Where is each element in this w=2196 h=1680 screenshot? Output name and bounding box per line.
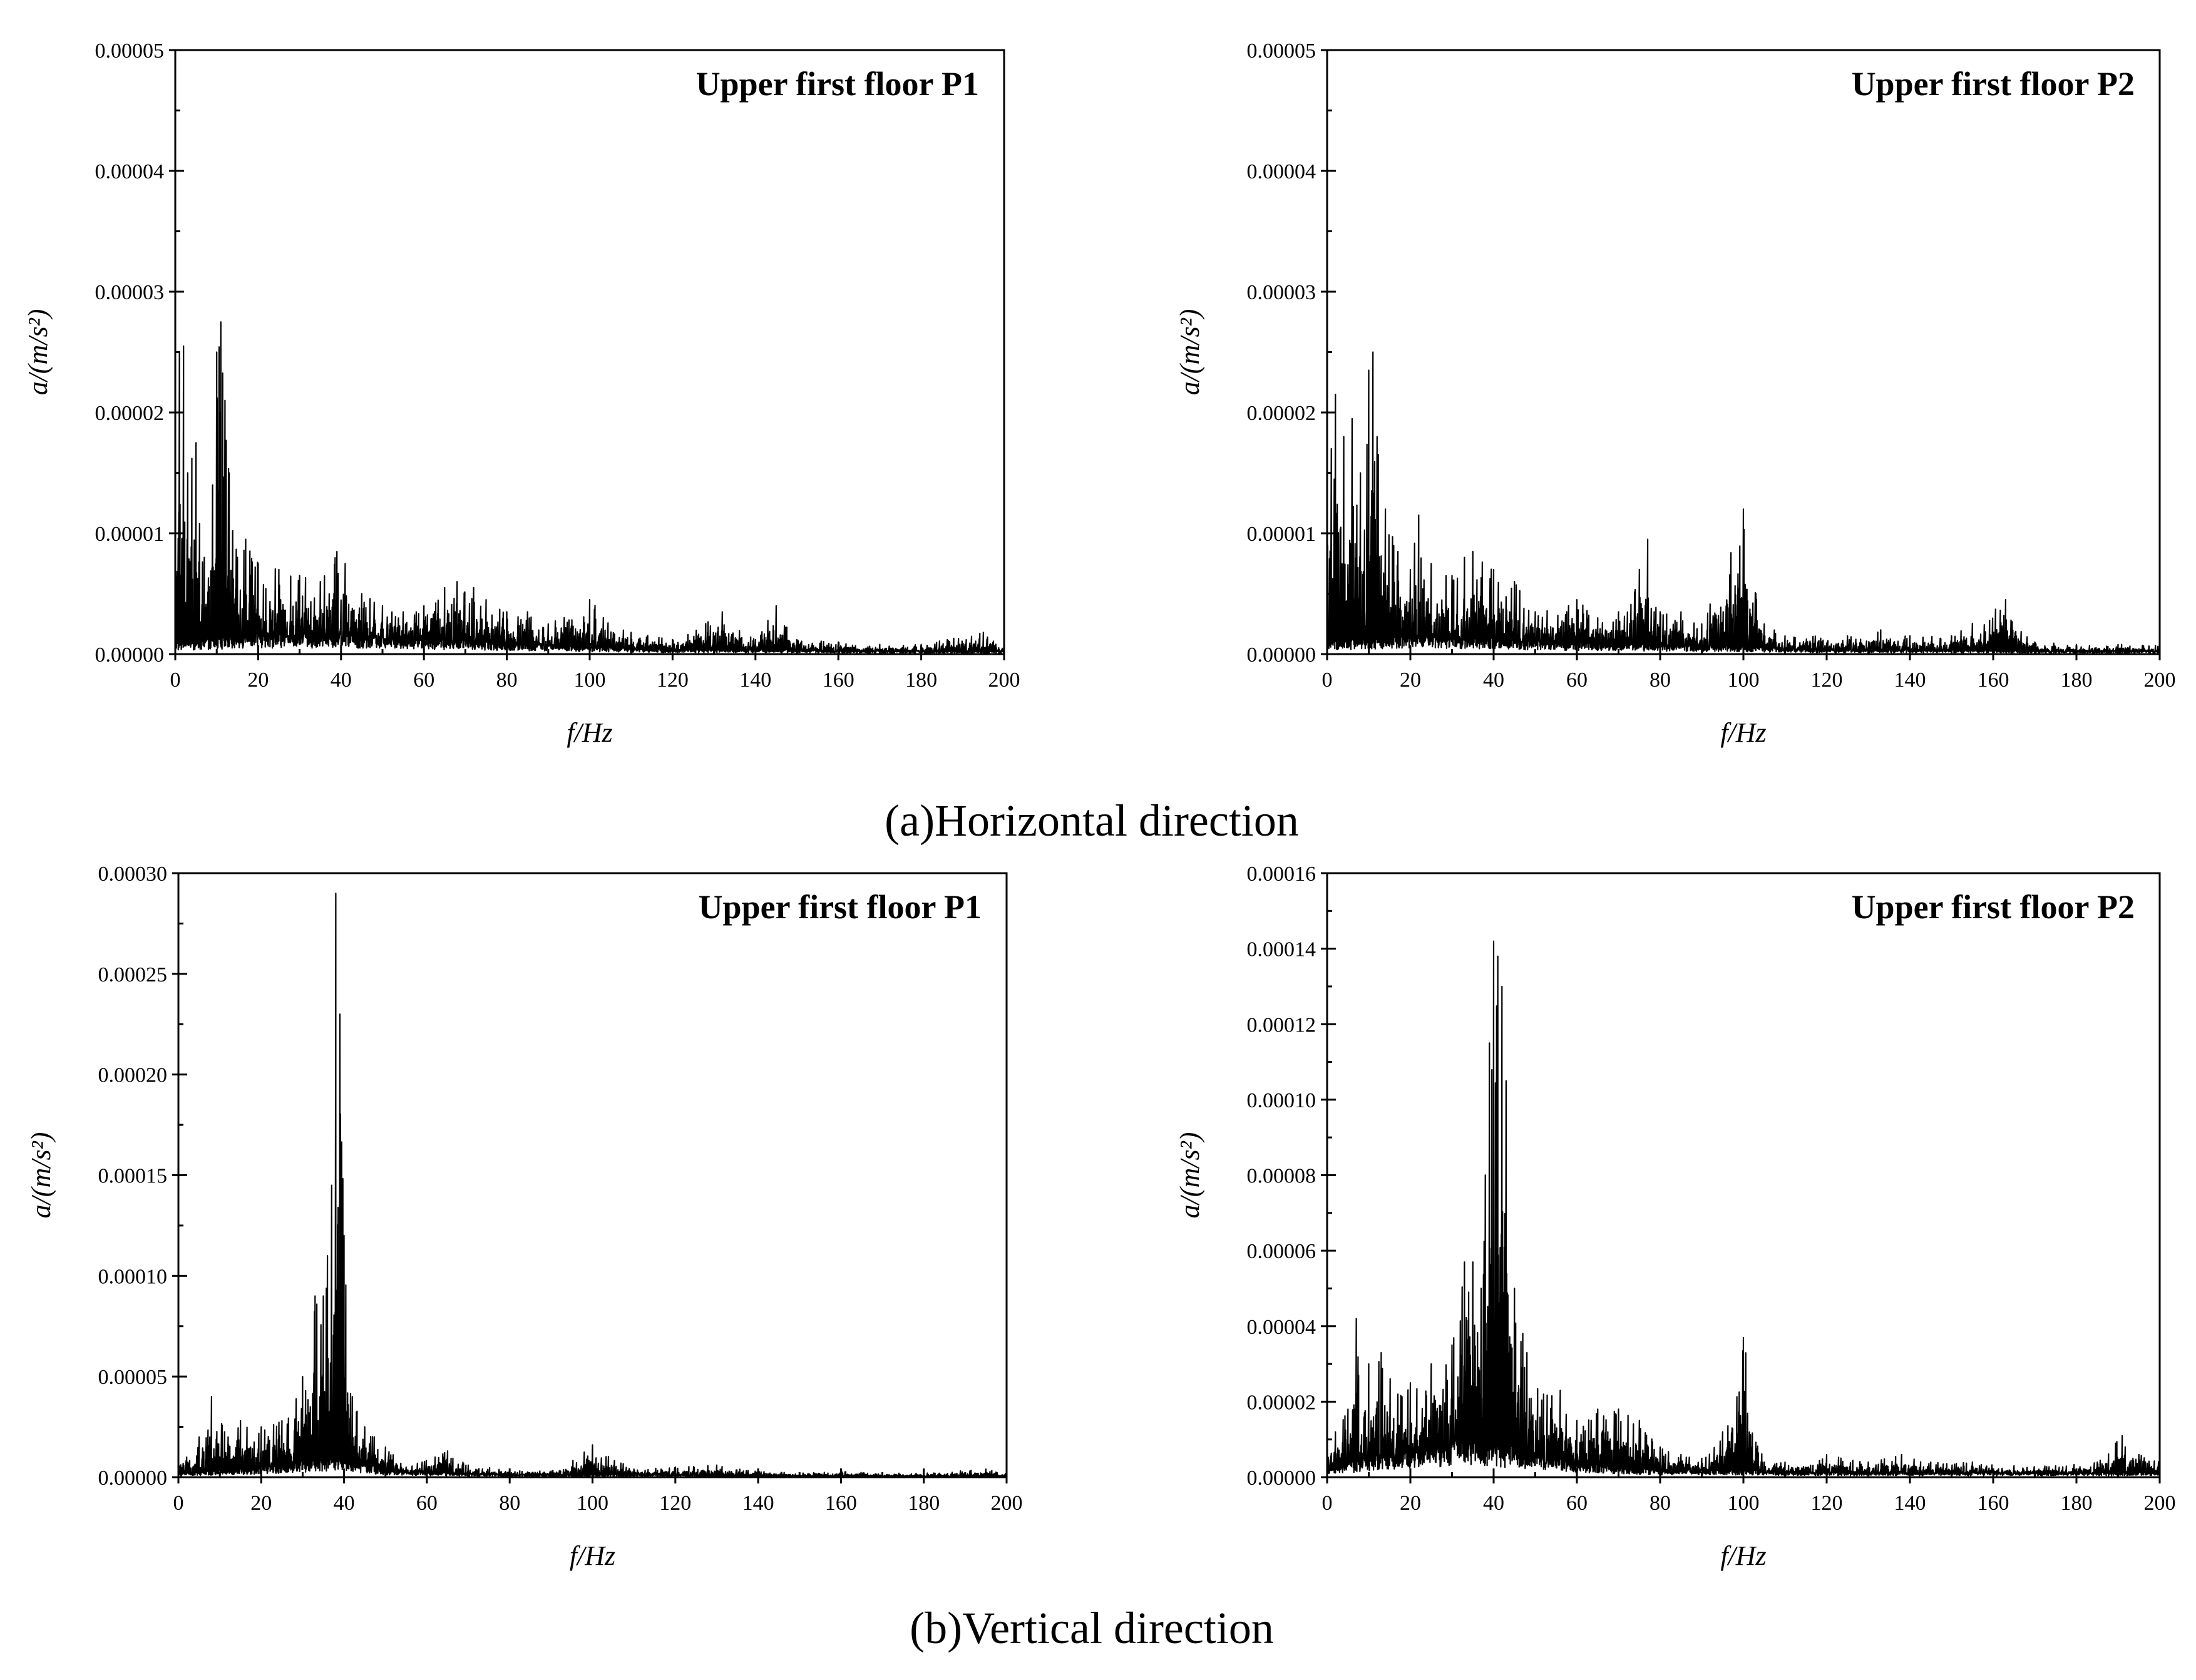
x-tick-label: 0 bbox=[170, 668, 181, 692]
x-tick-label: 20 bbox=[247, 668, 269, 692]
x-tick-label: 40 bbox=[1483, 1492, 1504, 1515]
chart-panel-b-left: 0 20 40 60 80 100 120 140 160 180 200 0.00000 0.0000… bbox=[26, 863, 1023, 1571]
x-axis-label: f/Hz bbox=[567, 717, 612, 748]
x-tick-label: 0 bbox=[1322, 668, 1333, 692]
y-tick-label: 0.00025 bbox=[98, 963, 168, 986]
x-tick-label: 180 bbox=[908, 1492, 940, 1515]
x-tick-label: 0 bbox=[1322, 1492, 1333, 1515]
x-tick-label: 60 bbox=[413, 668, 434, 692]
series-line bbox=[177, 893, 1008, 1478]
x-tick-label: 40 bbox=[334, 1492, 355, 1515]
y-tick-label: 0.00006 bbox=[1247, 1240, 1316, 1263]
x-tick-label: 200 bbox=[988, 668, 1020, 692]
x-tick-label: 120 bbox=[657, 668, 689, 692]
x-tick-label: 200 bbox=[991, 1492, 1023, 1515]
y-tick-label: 0.00002 bbox=[1247, 402, 1316, 425]
x-tick-label: 180 bbox=[905, 668, 937, 692]
x-tick-label: 120 bbox=[1811, 1492, 1843, 1515]
x-tick-label: 140 bbox=[742, 1492, 774, 1515]
x-tick-label: 160 bbox=[825, 1492, 857, 1515]
y-tick-label: 0.00030 bbox=[98, 863, 168, 886]
x-tick-label: 80 bbox=[1650, 1492, 1671, 1515]
plot-title: Upper first floor P2 bbox=[1852, 65, 2135, 103]
x-tick-label: 140 bbox=[1894, 1492, 1926, 1515]
x-tick-label: 140 bbox=[739, 668, 771, 692]
y-tick-label: 0.00014 bbox=[1247, 938, 1316, 961]
y-tick-label: 0.00005 bbox=[95, 39, 165, 63]
y-axis-label: a/(m/s²) bbox=[1174, 1132, 1205, 1219]
y-tick-label: 0.00012 bbox=[1247, 1013, 1316, 1037]
series-line bbox=[1326, 940, 2161, 1477]
x-tick-label: 80 bbox=[499, 1492, 520, 1515]
x-tick-label: 160 bbox=[1978, 668, 2009, 692]
y-tick-label: 0.00003 bbox=[1247, 281, 1316, 304]
caption-horizontal: (a)Horizontal direction bbox=[885, 796, 1299, 846]
y-tick-label: 0.00000 bbox=[95, 643, 165, 667]
x-tick-label: 60 bbox=[416, 1492, 438, 1515]
x-tick-label: 80 bbox=[1650, 668, 1671, 692]
x-tick-label: 100 bbox=[577, 1492, 608, 1515]
y-axis-label: a/(m/s²) bbox=[23, 309, 53, 396]
plot-title: Upper first floor P1 bbox=[699, 888, 982, 926]
x-tick-label: 200 bbox=[2144, 668, 2176, 692]
y-tick-label: 0.00016 bbox=[1247, 863, 1316, 886]
x-tick-label: 200 bbox=[2144, 1492, 2176, 1515]
x-tick-label: 180 bbox=[2061, 668, 2093, 692]
y-tick-label: 0.00020 bbox=[98, 1064, 168, 1087]
x-tick-label: 0 bbox=[173, 1492, 184, 1515]
plot-frame bbox=[174, 49, 1005, 655]
x-axis-label: f/Hz bbox=[1720, 1540, 1766, 1571]
x-tick-label: 160 bbox=[1978, 1492, 2009, 1515]
x-tick-label: 140 bbox=[1894, 668, 1926, 692]
y-tick-label: 0.00010 bbox=[1247, 1089, 1316, 1112]
x-tick-label: 160 bbox=[823, 668, 854, 692]
y-tick-label: 0.00015 bbox=[98, 1165, 168, 1188]
x-tick-label: 20 bbox=[250, 1492, 272, 1515]
y-tick-label: 0.00010 bbox=[98, 1265, 168, 1288]
x-tick-label: 40 bbox=[1483, 668, 1504, 692]
x-axis-label: f/Hz bbox=[1720, 717, 1766, 748]
x-tick-label: 100 bbox=[574, 668, 606, 692]
y-tick-label: 0.00005 bbox=[98, 1366, 168, 1389]
y-tick-label: 0.00004 bbox=[1247, 1316, 1316, 1339]
x-tick-label: 180 bbox=[2061, 1492, 2093, 1515]
x-tick-label: 60 bbox=[1566, 668, 1588, 692]
series-line bbox=[174, 321, 1005, 654]
chart-panel-a-left: 0 20 40 60 80 100 120 140 160 180 200 0.00000 0.0000… bbox=[23, 39, 1020, 748]
y-tick-label: 0.00005 bbox=[1247, 39, 1316, 63]
y-tick-label: 0.00000 bbox=[1247, 1467, 1316, 1490]
chart-panel-b-right: 0 20 40 60 80 100 120 140 160 180 200 0.00000 0.0000… bbox=[1174, 863, 2176, 1571]
y-tick-label: 0.00001 bbox=[1247, 523, 1316, 546]
x-tick-label: 20 bbox=[1400, 668, 1421, 692]
series-line bbox=[1326, 351, 2161, 654]
y-tick-label: 0.00008 bbox=[1247, 1165, 1316, 1188]
x-tick-label: 60 bbox=[1566, 1492, 1588, 1515]
y-tick-label: 0.00000 bbox=[98, 1467, 168, 1490]
x-tick-label: 80 bbox=[496, 668, 518, 692]
y-axis-label: a/(m/s²) bbox=[26, 1132, 56, 1219]
x-axis-label: f/Hz bbox=[570, 1540, 615, 1571]
x-tick-label: 40 bbox=[331, 668, 352, 692]
y-tick-label: 0.00004 bbox=[95, 160, 165, 183]
chart-panel-a-right: 0 20 40 60 80 100 120 140 160 180 200 0.00000 0.0000… bbox=[1174, 39, 2176, 748]
y-tick-label: 0.00001 bbox=[95, 523, 165, 546]
x-tick-label: 100 bbox=[1728, 1492, 1760, 1515]
y-tick-label: 0.00000 bbox=[1247, 643, 1316, 667]
x-tick-label: 100 bbox=[1728, 668, 1760, 692]
caption-vertical: (b)Vertical direction bbox=[910, 1603, 1274, 1653]
y-tick-label: 0.00004 bbox=[1247, 160, 1316, 183]
y-tick-label: 0.00002 bbox=[95, 402, 165, 425]
y-tick-label: 0.00003 bbox=[95, 281, 165, 304]
x-tick-label: 20 bbox=[1400, 1492, 1421, 1515]
y-axis-label: a/(m/s²) bbox=[1174, 309, 1205, 396]
plot-title: Upper first floor P1 bbox=[696, 65, 979, 103]
x-tick-label: 120 bbox=[1811, 668, 1843, 692]
plot-title: Upper first floor P2 bbox=[1852, 888, 2135, 926]
x-tick-label: 120 bbox=[659, 1492, 691, 1515]
y-tick-label: 0.00002 bbox=[1247, 1391, 1316, 1414]
